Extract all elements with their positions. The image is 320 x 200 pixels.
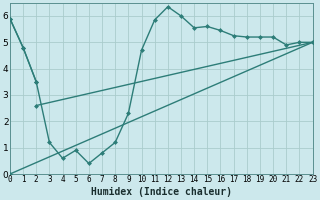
- X-axis label: Humidex (Indice chaleur): Humidex (Indice chaleur): [91, 187, 232, 197]
